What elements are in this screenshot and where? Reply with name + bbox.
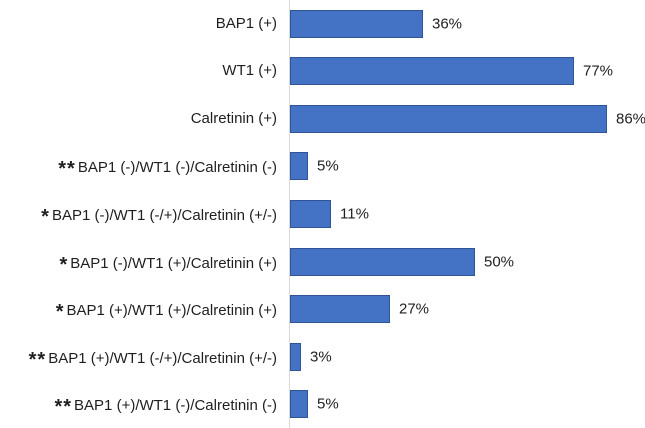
significance-asterisk: ** bbox=[28, 348, 47, 371]
bar bbox=[290, 390, 308, 419]
category-label: ** BAP1 (+)/WT1 (-/+)/Calretinin (+/-) bbox=[0, 346, 283, 371]
significance-asterisk: * bbox=[41, 206, 50, 229]
bar-row: ** BAP1 (+)/WT1 (-)/Calretinin (-) 5% bbox=[0, 381, 645, 428]
category-label-text: BAP1 (+)/WT1 (-/+)/Calretinin (+/-) bbox=[48, 349, 277, 367]
category-label-text: Calretinin (+) bbox=[190, 109, 277, 127]
value-label: 5% bbox=[317, 395, 339, 413]
plot-area-cell: 50% bbox=[283, 238, 645, 286]
plot-area-cell: 77% bbox=[283, 48, 645, 96]
bar bbox=[290, 9, 423, 38]
bar-row: ** BAP1 (-)/WT1 (-)/Calretinin (-) 5% bbox=[0, 143, 645, 191]
bar-row: ** BAP1 (+)/WT1 (-/+)/Calretinin (+/-) 3% bbox=[0, 333, 645, 381]
value-label: 86% bbox=[616, 110, 645, 128]
significance-asterisk: ** bbox=[54, 396, 73, 419]
category-label-text: WT1 (+) bbox=[222, 62, 277, 80]
y-axis-line bbox=[289, 0, 290, 428]
value-label: 27% bbox=[399, 300, 430, 318]
value-label: 5% bbox=[317, 157, 339, 175]
plot-area-cell: 11% bbox=[283, 190, 645, 238]
bar-row: BAP1 (+) 36% bbox=[0, 0, 645, 48]
value-label: 50% bbox=[484, 253, 515, 271]
plot-area-cell: 5% bbox=[283, 381, 645, 428]
category-label-text: BAP1 (+)/WT1 (-)/Calretinin (-) bbox=[74, 397, 277, 415]
plot-area-cell: 36% bbox=[283, 0, 645, 48]
bar bbox=[290, 200, 331, 229]
plot-area-cell: 5% bbox=[283, 143, 645, 191]
category-label-text: BAP1 (-)/WT1 (-)/Calretinin (-) bbox=[77, 159, 277, 177]
category-label-text: BAP1 (-)/WT1 (+)/Calretinin (+) bbox=[70, 254, 277, 272]
bar bbox=[290, 57, 574, 86]
bar-row: WT1 (+) 77% bbox=[0, 48, 645, 96]
bar-row: Calretinin (+) 86% bbox=[0, 95, 645, 143]
bar-row: * BAP1 (-)/WT1 (+)/Calretinin (+) 50% bbox=[0, 238, 645, 286]
category-label: BAP1 (+) bbox=[0, 14, 283, 33]
bar-row: * BAP1 (-)/WT1 (-/+)/Calretinin (+/-) 11% bbox=[0, 190, 645, 238]
value-label: 11% bbox=[340, 205, 369, 223]
value-label: 77% bbox=[583, 62, 614, 80]
plot-area-cell: 27% bbox=[283, 285, 645, 333]
category-label: ** BAP1 (+)/WT1 (-)/Calretinin (-) bbox=[0, 393, 283, 419]
category-label: Calretinin (+) bbox=[0, 109, 283, 128]
plot-area-cell: 3% bbox=[283, 333, 645, 381]
bar bbox=[290, 152, 308, 181]
category-label: * BAP1 (+)/WT1 (+)/Calretinin (+) bbox=[0, 298, 283, 324]
significance-asterisk: * bbox=[59, 253, 69, 276]
bar bbox=[290, 104, 607, 133]
bar bbox=[290, 342, 301, 371]
category-label: * BAP1 (-)/WT1 (-/+)/Calretinin (+/-) bbox=[0, 203, 283, 229]
category-label-text: BAP1 (+)/WT1 (+)/Calretinin (+) bbox=[66, 302, 277, 320]
bar-row: * BAP1 (+)/WT1 (+)/Calretinin (+) 27% bbox=[0, 285, 645, 333]
significance-asterisk: * bbox=[55, 301, 65, 324]
bar bbox=[290, 247, 475, 276]
plot-area-cell: 86% bbox=[283, 95, 645, 143]
value-label: 3% bbox=[310, 348, 332, 366]
significance-asterisk: ** bbox=[58, 158, 76, 181]
category-label-text: BAP1 (+) bbox=[215, 14, 277, 32]
category-label-text: BAP1 (-)/WT1 (-/+)/Calretinin (+/-) bbox=[51, 207, 277, 225]
bar bbox=[290, 295, 390, 324]
category-label: ** BAP1 (-)/WT1 (-)/Calretinin (-) bbox=[0, 155, 283, 181]
category-label: * BAP1 (-)/WT1 (+)/Calretinin (+) bbox=[0, 251, 283, 276]
category-label: WT1 (+) bbox=[0, 62, 283, 80]
value-label: 36% bbox=[432, 15, 463, 33]
